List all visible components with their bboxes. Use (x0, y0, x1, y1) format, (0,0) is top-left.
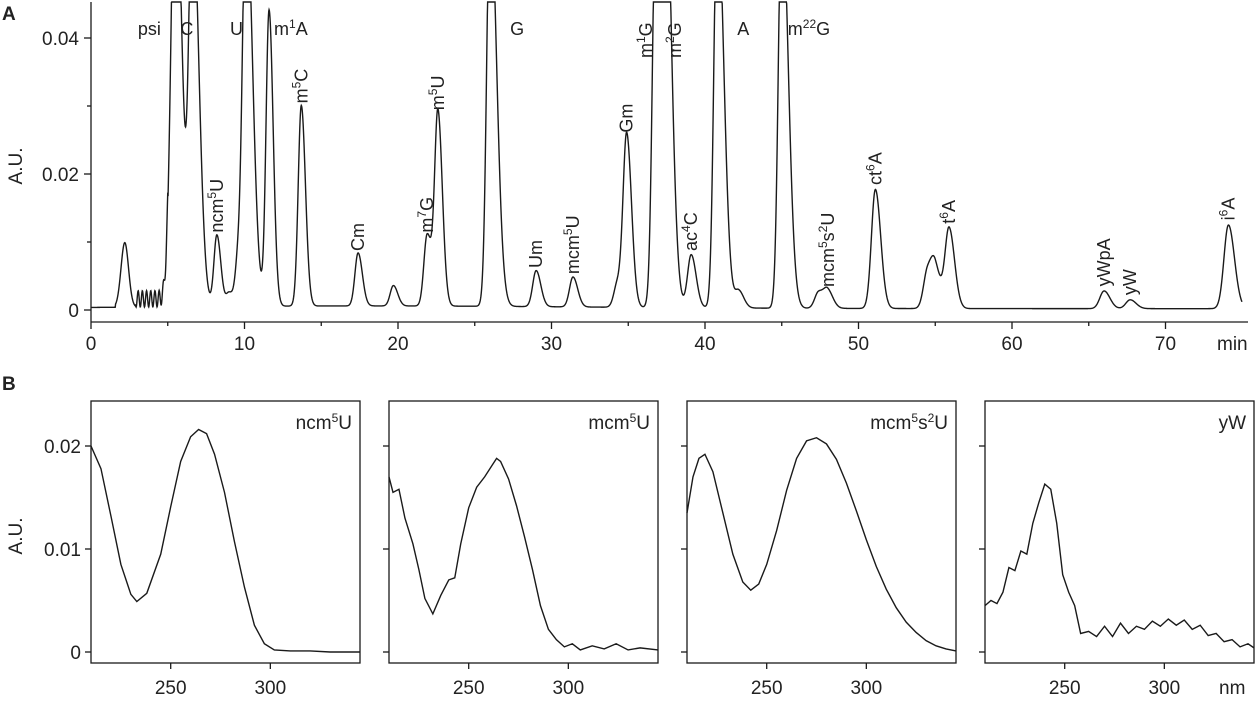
spectrum-curve (90, 428, 360, 653)
peak-label-m1g: m1G (634, 22, 656, 58)
x-tick-label: 10 (234, 334, 255, 355)
x-tick-label: 70 (1155, 334, 1176, 355)
peak-label-c: C (180, 19, 193, 39)
spectrum-title: mcm5U (588, 411, 650, 434)
peak-label-um: Um (526, 240, 546, 268)
y-axis-title: A.U. (6, 518, 27, 555)
peak-label-ac4c: ac4C (679, 212, 701, 251)
panel-letter-a: A (2, 4, 16, 25)
spectrum-curve (984, 482, 1255, 649)
x-tick-label: 300 (1148, 678, 1180, 699)
peak-label-g: G (510, 19, 524, 39)
y-tick-label: 0 (68, 301, 79, 322)
y-tick-label: 0.04 (42, 29, 79, 50)
peak-label-m22g: m22G (788, 17, 830, 39)
peak-label-m7g: m7G (415, 197, 437, 233)
x-tick-label: 60 (1001, 334, 1022, 355)
peak-label-m2g: m2G (663, 22, 685, 58)
y-tick-label: 0 (70, 643, 81, 664)
peak-label-u: U (230, 19, 243, 39)
spectrum-ncm5u: 250 300 0 0.01 0.02 ncm5U A.U. (6, 400, 361, 699)
peak-label-m5u: m5U (426, 76, 448, 111)
y-tick-label: 0.01 (44, 540, 81, 561)
peak-label-m1a: m1A (274, 17, 308, 39)
y-tick-label: 0.02 (42, 165, 79, 186)
y-tick-label: 0.02 (44, 437, 81, 458)
x-tick-label: 250 (1049, 678, 1081, 699)
x-tick-label: 20 (387, 334, 408, 355)
x-tick-label: 0 (86, 334, 97, 355)
chromatogram-trace (91, 1, 1243, 310)
spectrum-title: mcm5s2U (870, 411, 948, 434)
spectrum-curve (388, 457, 659, 651)
peak-label-t6a: t6A (937, 200, 959, 224)
x-tick-label: 250 (155, 678, 187, 699)
spectrum-frame (984, 400, 1255, 664)
spectrum-title: ncm5U (296, 411, 352, 434)
chromatogram-panel: 0 10 20 30 40 50 60 70 min 0 0.02 0.04 A.U. psi Cncm5U… (6, 1, 1248, 355)
y-axis-title: A.U. (6, 148, 27, 185)
spectrum-curve (686, 436, 957, 652)
x-tick-label: 300 (254, 678, 286, 699)
x-axis-title: nm (1219, 678, 1245, 699)
spectrum-title: yW (1219, 413, 1247, 434)
x-tick-label: 250 (751, 678, 783, 699)
x-tick-label: 30 (541, 334, 562, 355)
spectrum-frame (686, 400, 957, 664)
peak-label-mcm5s2u: mcm5s2U (816, 213, 838, 287)
uv-spectra-panel: 250 300 0 0.01 0.02 ncm5U A.U. 250 300 mcm5U 250 30… (6, 400, 1255, 699)
peak-label-mcm5u: mcm5U (561, 215, 583, 274)
x-tick-label: 50 (848, 334, 869, 355)
peak-label-cm: Cm (348, 223, 368, 251)
peak-label-ywpa: yWpA (1094, 238, 1114, 286)
peak-label-ncm5u: ncm5U (205, 179, 227, 233)
spectrum-mcm5u: 250 300 mcm5U (383, 400, 659, 699)
peak-label-psi: psi (138, 19, 161, 39)
spectrum-mcm5s2u: 250 300 mcm5s2U (681, 400, 957, 699)
spectrum-frame (388, 400, 659, 664)
peak-label-ct6a: ct6A (863, 152, 885, 185)
x-tick-label: 40 (694, 334, 715, 355)
peak-label-yw: yW (1120, 269, 1140, 295)
peak-label-i6a: i6A (1216, 198, 1238, 221)
peak-label-a: A (737, 19, 749, 39)
spectrum-frame (90, 400, 361, 664)
x-tick-label: 300 (552, 678, 584, 699)
x-tick-label: 250 (453, 678, 485, 699)
spectrum-yw: 250 300 yW nm (979, 400, 1255, 699)
peak-label-gm: Gm (617, 104, 637, 133)
x-tick-label: 300 (850, 678, 882, 699)
x-axis-title: min (1217, 334, 1248, 355)
peak-label-m5c: m5C (289, 69, 311, 104)
panel-letter-b: B (2, 374, 16, 395)
